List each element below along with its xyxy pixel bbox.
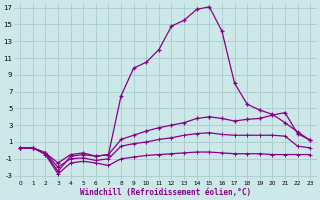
X-axis label: Windchill (Refroidissement éolien,°C): Windchill (Refroidissement éolien,°C) (80, 188, 251, 197)
